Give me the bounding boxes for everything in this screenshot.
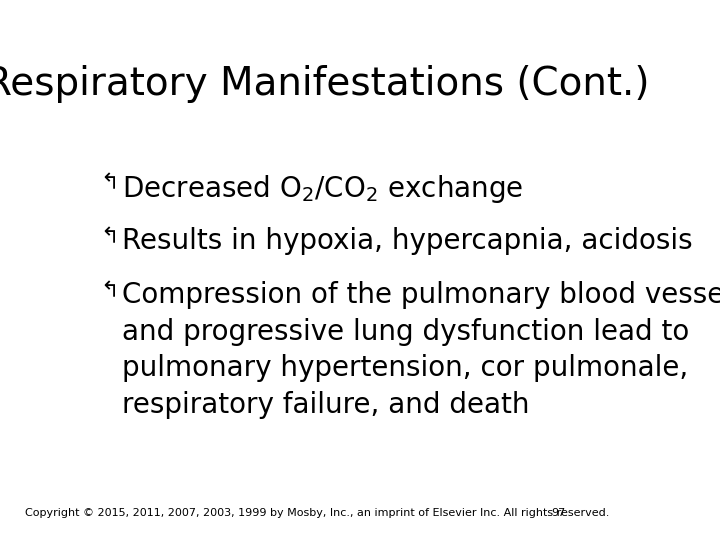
Text: ↰: ↰ (101, 227, 120, 247)
Text: Results in hypoxia, hypercapnia, acidosis: Results in hypoxia, hypercapnia, acidosi… (122, 227, 693, 255)
Text: Respiratory Manifestations (Cont.): Respiratory Manifestations (Cont.) (0, 65, 649, 103)
Text: Copyright © 2015, 2011, 2007, 2003, 1999 by Mosby, Inc., an imprint of Elsevier : Copyright © 2015, 2011, 2007, 2003, 1999… (25, 508, 609, 518)
Text: ↰: ↰ (101, 173, 120, 193)
Text: ↰: ↰ (101, 281, 120, 301)
Text: Decreased O$_2$/CO$_2$ exchange: Decreased O$_2$/CO$_2$ exchange (122, 173, 523, 205)
Text: 97: 97 (551, 508, 565, 518)
Text: Compression of the pulmonary blood vessels
and progressive lung dysfunction lead: Compression of the pulmonary blood vesse… (122, 281, 720, 419)
